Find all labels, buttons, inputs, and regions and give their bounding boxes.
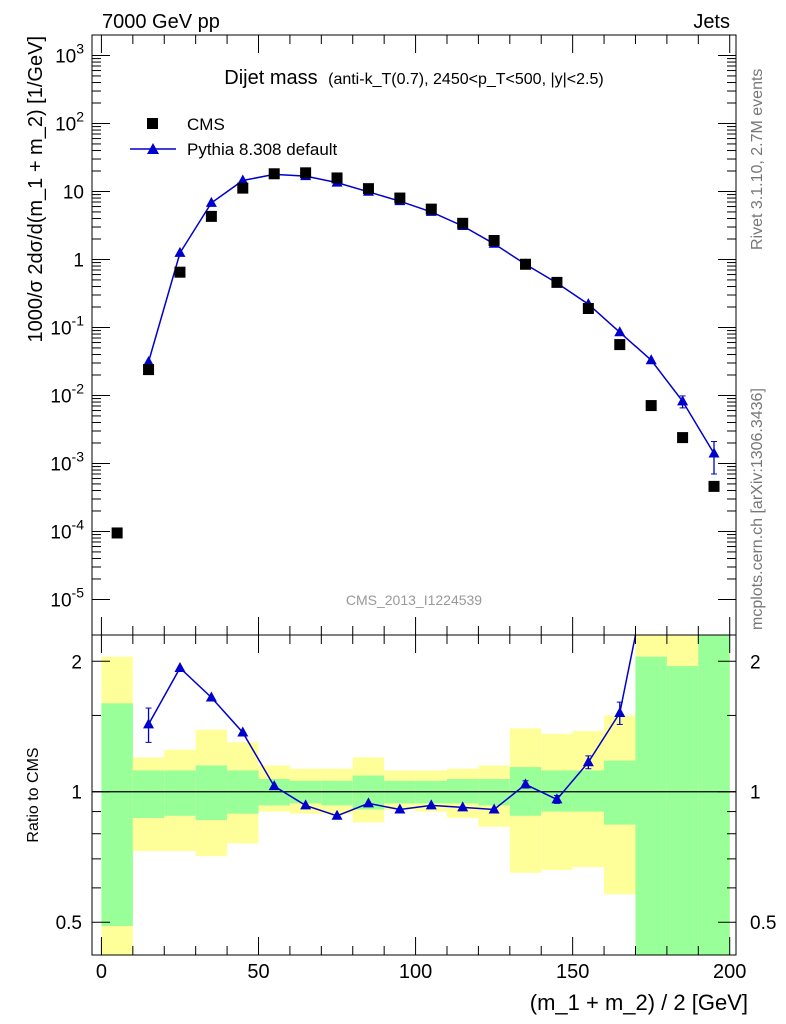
ratio-y-tick-label-right: 2	[750, 652, 761, 673]
ratio-y-tick-label: 0.5	[56, 913, 82, 934]
cms-point	[645, 400, 657, 412]
uncertainty-band-inner	[321, 780, 353, 806]
pythia-point	[614, 326, 626, 337]
x-tick-label: 100	[399, 961, 432, 983]
plot-title-main: Dijet mass	[224, 67, 317, 89]
uncertainty-band-inner	[541, 770, 573, 812]
plot-title: Dijet mass (anti-k_T(0.7), 2450<p_T<500,…	[224, 67, 603, 89]
ratio-y-tick-label: 1	[71, 783, 82, 804]
main-y-tick-label: 10-1	[50, 312, 84, 339]
legend-pythia-marker	[147, 143, 159, 154]
pythia-point	[677, 395, 689, 406]
ratio-y-tick-label: 2	[71, 652, 82, 673]
ratio-pythia-point	[488, 803, 500, 814]
cms-point	[205, 210, 217, 222]
cms-point	[331, 172, 343, 184]
cms-point	[708, 480, 720, 492]
cms-point	[614, 339, 626, 351]
cms-point	[551, 276, 563, 288]
cms-point	[237, 182, 249, 194]
ratio-pythia-point	[582, 756, 594, 767]
x-tick-label: 50	[247, 961, 269, 983]
main-y-tick-label: 1	[73, 250, 84, 271]
uncertainty-band-outer-edge-top	[666, 635, 699, 667]
pythia-point	[645, 354, 657, 365]
ratio-pythia-point	[520, 778, 532, 789]
cms-point	[488, 235, 500, 247]
cms-point	[300, 167, 312, 179]
cms-point	[394, 192, 406, 204]
cms-point	[268, 168, 280, 180]
cms-point	[582, 303, 594, 315]
pythia-point	[237, 174, 249, 185]
cms-point	[677, 432, 689, 444]
ratio-y-tick-label-right: 0.5	[750, 913, 776, 934]
x-tick-label: 200	[713, 961, 746, 983]
ratio-pythia-point	[174, 662, 186, 673]
ratio-pythia-point	[237, 726, 249, 737]
pythia-point	[205, 196, 217, 207]
cms-point	[520, 258, 532, 270]
ratio-pythia-point	[300, 799, 312, 810]
main-y-tick-label: 102	[55, 108, 84, 135]
pythia-line	[147, 173, 715, 454]
uncertainty-band-inner	[604, 760, 636, 825]
ratio-y-axis-label: Ratio to CMS	[25, 747, 42, 842]
uncertainty-band-inner	[132, 770, 165, 818]
ratio-pythia-point	[205, 691, 217, 702]
ratio-pythia-point	[425, 799, 437, 810]
x-tick-label: 0	[96, 961, 107, 983]
uncertainty-band-inner-edge	[635, 656, 667, 955]
rivet-version-label: Rivet 3.1.10, 2.7M events	[749, 69, 766, 250]
main-y-tick-label: 10-2	[50, 380, 84, 407]
legend-cms-label: CMS	[187, 115, 225, 134]
uncertainty-band-inner	[572, 770, 605, 812]
cms-point	[457, 217, 469, 229]
ratio-pythia-point	[268, 780, 280, 791]
legend: CMS Pythia 8.308 default	[130, 115, 338, 159]
ratio-pythia-point	[394, 803, 406, 814]
main-y-tick-label: 10-4	[50, 516, 84, 543]
energy-label: 7000 GeV pp	[102, 11, 220, 33]
uncertainty-band-inner	[101, 703, 133, 926]
ratio-pythia-point	[362, 797, 374, 808]
pythia-point	[708, 447, 720, 458]
main-y-tick-label: 10-5	[50, 584, 84, 611]
ratio-pythia-point	[143, 718, 155, 729]
legend-cms-marker	[147, 118, 158, 129]
ratio-pythia-point	[551, 793, 563, 804]
cms-point	[174, 266, 186, 278]
ratio-y-tick-label-right: 1	[750, 783, 761, 804]
cms-point	[425, 203, 437, 215]
process-label: Jets	[693, 11, 730, 33]
ratio-pythia-point	[457, 801, 469, 812]
ratio-plot-frame	[91, 634, 737, 956]
plot-title-detail: (anti-k_T(0.7), 2450<p_T<500, |y|<2.5)	[328, 71, 604, 88]
main-y-tick-label: 10	[63, 182, 84, 203]
main-y-tick-label: 10-3	[50, 448, 84, 475]
ratio-pythia-point	[331, 809, 343, 820]
uncertainty-band-inner	[195, 765, 228, 821]
cms-point	[143, 364, 155, 376]
x-axis-label: (m_1 + m_2) / 2 [GeV]	[530, 990, 748, 1015]
uncertainty-band-inner-edge	[698, 635, 730, 955]
main-y-tick-label: 103	[55, 40, 84, 67]
mcplots-source-label: mcplots.cern.ch [arXiv:1306.3436]	[749, 388, 766, 630]
x-tick-label: 150	[556, 961, 589, 983]
ratio-pythia-point	[614, 706, 626, 717]
cms-point	[111, 527, 123, 539]
cms-point	[362, 183, 374, 195]
main-plot: 10-5 10-4 10-3 10-2 10-1 1 10 102 103 1000/σ 2dσ…	[25, 34, 737, 636]
pythia-point	[174, 246, 186, 257]
ratio-plot: 0.5 0.5 1 1 2 2 0 50 100 150 200 Ratio to CMS (m_1…	[25, 634, 776, 1015]
analysis-watermark: CMS_2013_I1224539	[346, 592, 482, 608]
main-y-axis-label: 1000/σ 2dσ/d(m_1 + m_2) [1/GeV]	[25, 36, 47, 343]
uncertainty-band-inner	[164, 770, 196, 816]
legend-pythia-label: Pythia 8.308 default	[187, 140, 338, 159]
pythia-point	[143, 356, 155, 367]
uncertainty-band-inner-edge	[666, 635, 699, 955]
